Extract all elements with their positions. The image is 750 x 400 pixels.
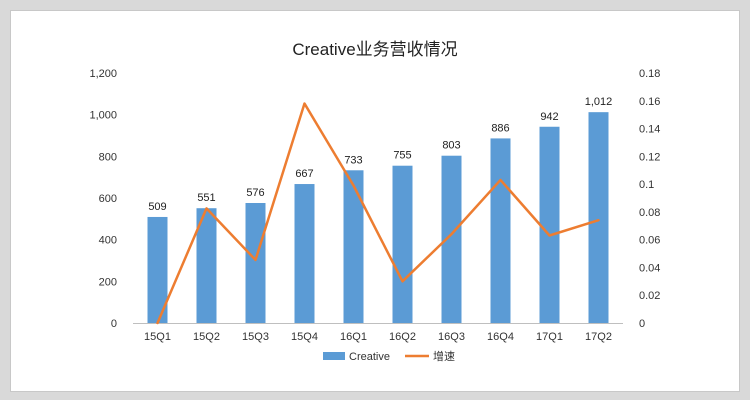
- bar-data-label: 576: [246, 187, 264, 199]
- right-axis-tick-label: 0.14: [639, 124, 660, 136]
- bar-data-label: 886: [491, 122, 509, 134]
- bar: [343, 170, 364, 323]
- bar-data-label: 733: [344, 154, 362, 166]
- bar-data-label: 667: [295, 168, 313, 180]
- left-axis-tick-label: 400: [99, 235, 117, 247]
- left-axis-tick-label: 1,200: [89, 68, 117, 80]
- x-axis-tick-label: 17Q2: [585, 331, 612, 343]
- chart-title: Creative业务营收情况: [292, 40, 457, 59]
- right-axis-tick-label: 0.06: [639, 235, 660, 247]
- left-axis-tick-label: 1,000: [89, 110, 117, 122]
- chart-frame: Creative业务营收情况 0 200 400 600 800 1,000 1,200 0…: [10, 10, 740, 392]
- x-axis-tick-label: 16Q3: [438, 331, 465, 343]
- right-y-axis: 0 0.02 0.04 0.06 0.08 0.1 0.12 0.14 0.16 0.18: [639, 68, 660, 330]
- bar: [441, 155, 462, 323]
- legend: Creative 增速: [323, 349, 455, 363]
- right-axis-tick-label: 0.12: [639, 151, 660, 163]
- right-axis-tick-label: 0.08: [639, 207, 660, 219]
- x-axis-tick-label: 16Q4: [487, 331, 514, 343]
- bar: [196, 208, 217, 323]
- bar-data-labels: 509 551 576 667 733 755 803 886 942 1,012: [148, 96, 612, 213]
- bar: [392, 165, 413, 323]
- legend-label-line: 增速: [433, 349, 455, 363]
- x-axis-tick-label: 15Q2: [193, 331, 220, 343]
- bar: [147, 216, 168, 323]
- right-axis-tick-label: 0.18: [639, 68, 660, 80]
- bar: [245, 203, 266, 323]
- x-axis-tick-label: 15Q1: [144, 331, 171, 343]
- left-axis-tick-label: 600: [99, 193, 117, 205]
- x-axis-tick-label: 15Q4: [291, 331, 318, 343]
- bar: [588, 112, 609, 324]
- legend-label-bar: Creative: [349, 351, 390, 363]
- right-axis-tick-label: 0: [639, 318, 645, 330]
- x-axis-tick-label: 15Q3: [242, 331, 269, 343]
- bar-data-label: 1,012: [585, 96, 613, 108]
- x-axis: 15Q1 15Q2 15Q3 15Q4 16Q1 16Q2 16Q3 16Q4 17Q1 17Q2: [133, 323, 623, 343]
- right-axis-tick-label: 0.04: [639, 262, 660, 274]
- x-axis-tick-label: 16Q1: [340, 331, 367, 343]
- x-axis-tick-label: 17Q1: [536, 331, 563, 343]
- bar-data-label: 509: [148, 201, 166, 213]
- right-axis-tick-label: 0.02: [639, 290, 660, 302]
- bar-data-label: 551: [197, 192, 215, 204]
- legend-swatch-bar: [323, 352, 345, 360]
- left-y-axis: 0 200 400 600 800 1,000 1,200: [89, 68, 117, 330]
- line-series: [156, 102, 600, 325]
- right-axis-tick-label: 0.1: [639, 179, 654, 191]
- bar: [294, 184, 315, 323]
- x-axis-tick-label: 16Q2: [389, 331, 416, 343]
- left-axis-tick-label: 0: [111, 318, 117, 330]
- left-axis-tick-label: 200: [99, 276, 117, 288]
- bar-data-label: 942: [540, 111, 558, 123]
- bar: [490, 138, 511, 323]
- bar: [539, 126, 560, 323]
- right-axis-tick-label: 0.16: [639, 96, 660, 108]
- left-axis-tick-label: 800: [99, 151, 117, 163]
- chart-canvas: Creative业务营收情况 0 200 400 600 800 1,000 1,200 0…: [89, 40, 660, 363]
- bar-data-label: 803: [442, 140, 460, 152]
- growth-line: [156, 102, 600, 325]
- bar-data-label: 755: [393, 150, 411, 162]
